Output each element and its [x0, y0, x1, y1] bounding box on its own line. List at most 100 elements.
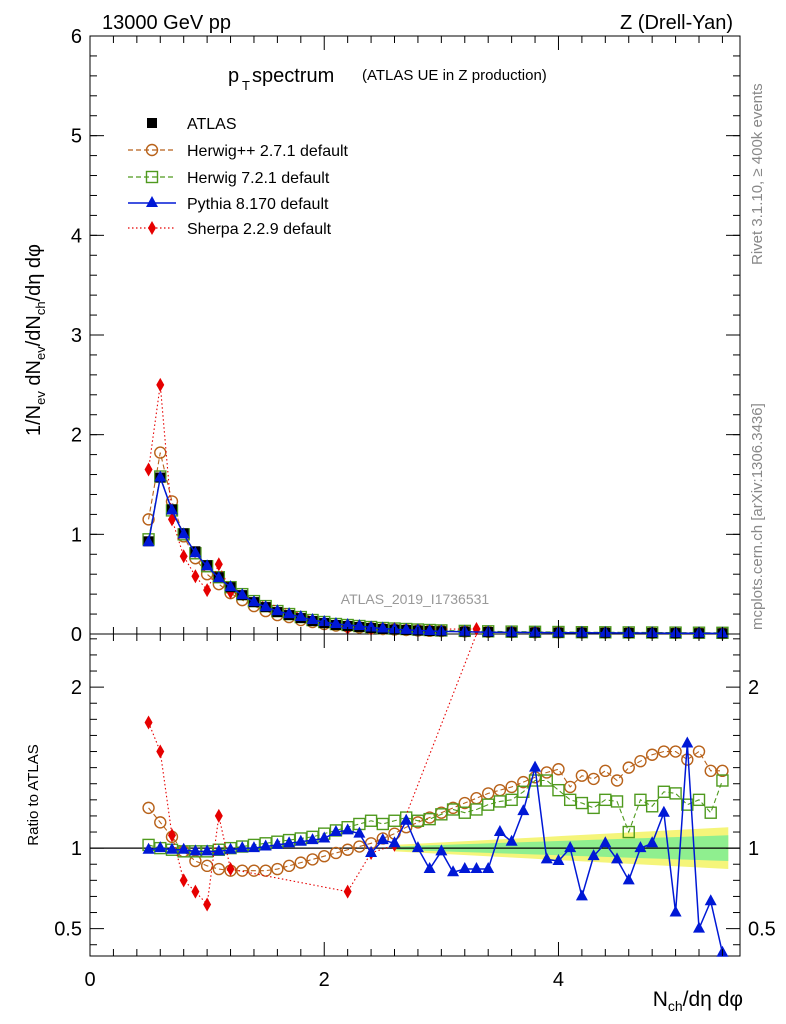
ratio-point-herwig-2-7-1-default-9 — [247, 864, 261, 877]
ratio-point-pythia-8-170-default-36 — [564, 841, 577, 853]
ratio-point-herwig-2-7-1-default-27 — [458, 796, 471, 810]
ratio-ytick-label-right-0: 0.5 — [748, 919, 776, 941]
ratio-point-pythia-8-170-default-48 — [704, 894, 717, 906]
main-point-pythia-8-170-default-20 — [376, 621, 389, 633]
ratio-point-herwig-7-2-1-default-27 — [458, 806, 471, 819]
legend-herwigpp-label: Herwig++ 2.7.1 default — [187, 143, 349, 160]
legend-sherpa-marker — [148, 221, 156, 235]
ratio-point-pythia-8-170-default-12 — [283, 836, 296, 848]
process-label: Z (Drell-Yan) — [620, 12, 733, 34]
legend: ATLAS Herwig++ 2.7.1 default Herwig 7.2.… — [128, 116, 349, 238]
main-point-pythia-8-170-default-8 — [236, 588, 249, 600]
ratio-point-pythia-8-170-default-13 — [294, 834, 307, 846]
main-point-pythia-8-170-default-16 — [329, 617, 342, 629]
ratio-point-sherpa-2-2-9-default-6 — [214, 808, 223, 823]
ratio-point-pythia-8-170-default-25 — [435, 844, 448, 856]
ratio-point-pythia-8-170-default-30 — [493, 825, 506, 837]
main-point-sherpa-2-2-9-default-3 — [179, 549, 188, 564]
ratio-point-pythia-8-170-default-3 — [177, 842, 190, 854]
ratio-point-herwig-7-2-1-default-45 — [669, 787, 682, 800]
main-point-pythia-8-170-default-17 — [341, 618, 354, 630]
ratio-point-pythia-8-170-default-1 — [154, 841, 167, 853]
ratio-point-herwig-2-7-1-default-14 — [306, 853, 319, 866]
ratio-point-pythia-8-170-default-28 — [470, 862, 483, 874]
ylabel-part-3: dN — [23, 360, 45, 391]
ratio-point-pythia-8-170-default-5 — [201, 844, 214, 856]
ratio-point-herwig-2-7-1-default-13 — [294, 856, 308, 869]
ratio-point-herwig-7-2-1-default-39 — [599, 793, 612, 807]
main-point-sherpa-2-2-9-default-0 — [144, 462, 153, 477]
ratio-point-sherpa-2-2-9-default-8 — [343, 884, 352, 899]
ratio-point-pythia-8-170-default-29 — [482, 862, 495, 874]
main-point-pythia-8-170-default-3 — [177, 527, 190, 539]
main-series-atlas — [143, 472, 728, 639]
ratio-point-herwig-2-7-1-default-36 — [563, 780, 577, 794]
ratio-point-herwig-2-7-1-default-0 — [142, 801, 155, 815]
ratio-point-pythia-8-170-default-6 — [212, 844, 225, 856]
ratio-point-herwig-2-7-1-default-49 — [716, 764, 729, 778]
main-ytick-label-3: 3 — [71, 325, 82, 347]
main-point-pythia-8-170-default-12 — [283, 607, 296, 619]
main-point-pythia-8-170-default-9 — [247, 595, 260, 607]
legend-pythia-label: Pythia 8.170 default — [187, 196, 329, 213]
ratio-point-herwig-7-2-1-default-42 — [634, 793, 647, 807]
ratio-point-herwig-2-7-1-default-37 — [575, 769, 589, 782]
ratio-point-pythia-8-170-default-21 — [388, 836, 401, 848]
ratio-point-herwig-7-2-1-default-38 — [587, 801, 600, 815]
ratio-point-sherpa-2-2-9-default-7 — [226, 862, 235, 877]
ratio-point-pythia-8-170-default-8 — [236, 841, 249, 853]
main-ylabel: 1/Nev dNev/dNch/dη dφ — [23, 244, 48, 436]
xtick-label-1: 2 — [319, 969, 330, 991]
main-title-note: (ATLAS UE in Z production) — [362, 67, 547, 84]
main-ytick-label-6: 6 — [71, 26, 82, 48]
ratio-point-herwig-2-7-1-default-43 — [645, 748, 659, 761]
main-line-pythia-8-170-default — [147, 474, 723, 635]
ratio-point-herwig-7-2-1-default-26 — [446, 803, 460, 816]
ratio-point-pythia-8-170-default-47 — [693, 921, 706, 933]
analysis-watermark: ATLAS_2019_I1736531 — [341, 591, 490, 607]
xlabel-part-3: /dη dφ — [683, 988, 743, 1011]
main-point-pythia-8-170-default-4 — [189, 546, 202, 558]
ratio-point-herwig-7-2-1-default-37 — [575, 796, 589, 810]
main-point-pythia-8-170-default-19 — [365, 620, 378, 632]
svg-text:1/Nev dNev/dNch/dη dφ: 1/Nev dNev/dNch/dη dφ — [23, 244, 48, 436]
ratio-point-herwig-7-2-1-default-34 — [540, 774, 553, 787]
xtick-label-2: 4 — [553, 969, 564, 991]
ratio-point-herwig-7-2-1-default-44 — [657, 785, 671, 798]
xlabel-part-2: ch — [668, 998, 683, 1014]
main-ytick-label-5: 5 — [71, 126, 82, 148]
ratio-point-herwig-7-2-1-default-49 — [716, 774, 729, 787]
main-point-pythia-8-170-default-2 — [165, 503, 178, 515]
ylabel-part-4: ev — [33, 346, 48, 360]
main-point-pythia-8-170-default-22 — [400, 622, 413, 634]
ratio-point-herwig-7-2-1-default-35 — [552, 783, 565, 797]
ratio-point-herwig-2-7-1-default-48 — [704, 764, 717, 778]
main-point-pythia-8-170-default-11 — [271, 604, 284, 616]
ratio-point-herwig-2-7-1-default-17 — [341, 843, 354, 856]
ratio-point-pythia-8-170-default-10 — [259, 839, 272, 851]
ylabel-part-2: ev — [33, 391, 48, 405]
ratio-point-pythia-8-170-default-31 — [505, 834, 518, 846]
ratio-point-herwig-2-7-1-default-47 — [692, 745, 706, 758]
main-ytick-label-1: 1 — [71, 524, 82, 546]
ratio-point-herwig-2-7-1-default-38 — [587, 772, 600, 786]
legend-pythia-marker — [146, 196, 158, 207]
main-point-pythia-8-170-default-5 — [201, 559, 214, 571]
legend-herwig7-marker — [145, 170, 159, 184]
main-title-p: p — [228, 65, 239, 87]
ratio-point-herwig-7-2-1-default-25 — [435, 808, 448, 821]
ratio-ytick-label-left-2: 2 — [71, 677, 82, 699]
ratio-point-herwig-2-7-1-default-15 — [318, 849, 331, 863]
ratio-point-herwig-2-7-1-default-12 — [282, 859, 296, 873]
legend-atlas-label: ATLAS — [187, 116, 237, 133]
main-series-pythia-8-170-default — [142, 470, 729, 638]
ratio-series-sherpa-2-2-9-default — [144, 633, 477, 912]
ratio-point-herwig-7-2-1-default-20 — [376, 817, 389, 831]
ratio-point-pythia-8-170-default-0 — [142, 842, 155, 854]
ratio-point-herwig-2-7-1-default-5 — [200, 859, 214, 873]
ratio-point-herwig-7-2-1-default-43 — [645, 800, 659, 813]
ratio-plot-marks — [142, 633, 729, 957]
ratio-point-herwig-2-7-1-default-39 — [599, 764, 612, 778]
main-point-pythia-8-170-default-0 — [142, 535, 155, 547]
